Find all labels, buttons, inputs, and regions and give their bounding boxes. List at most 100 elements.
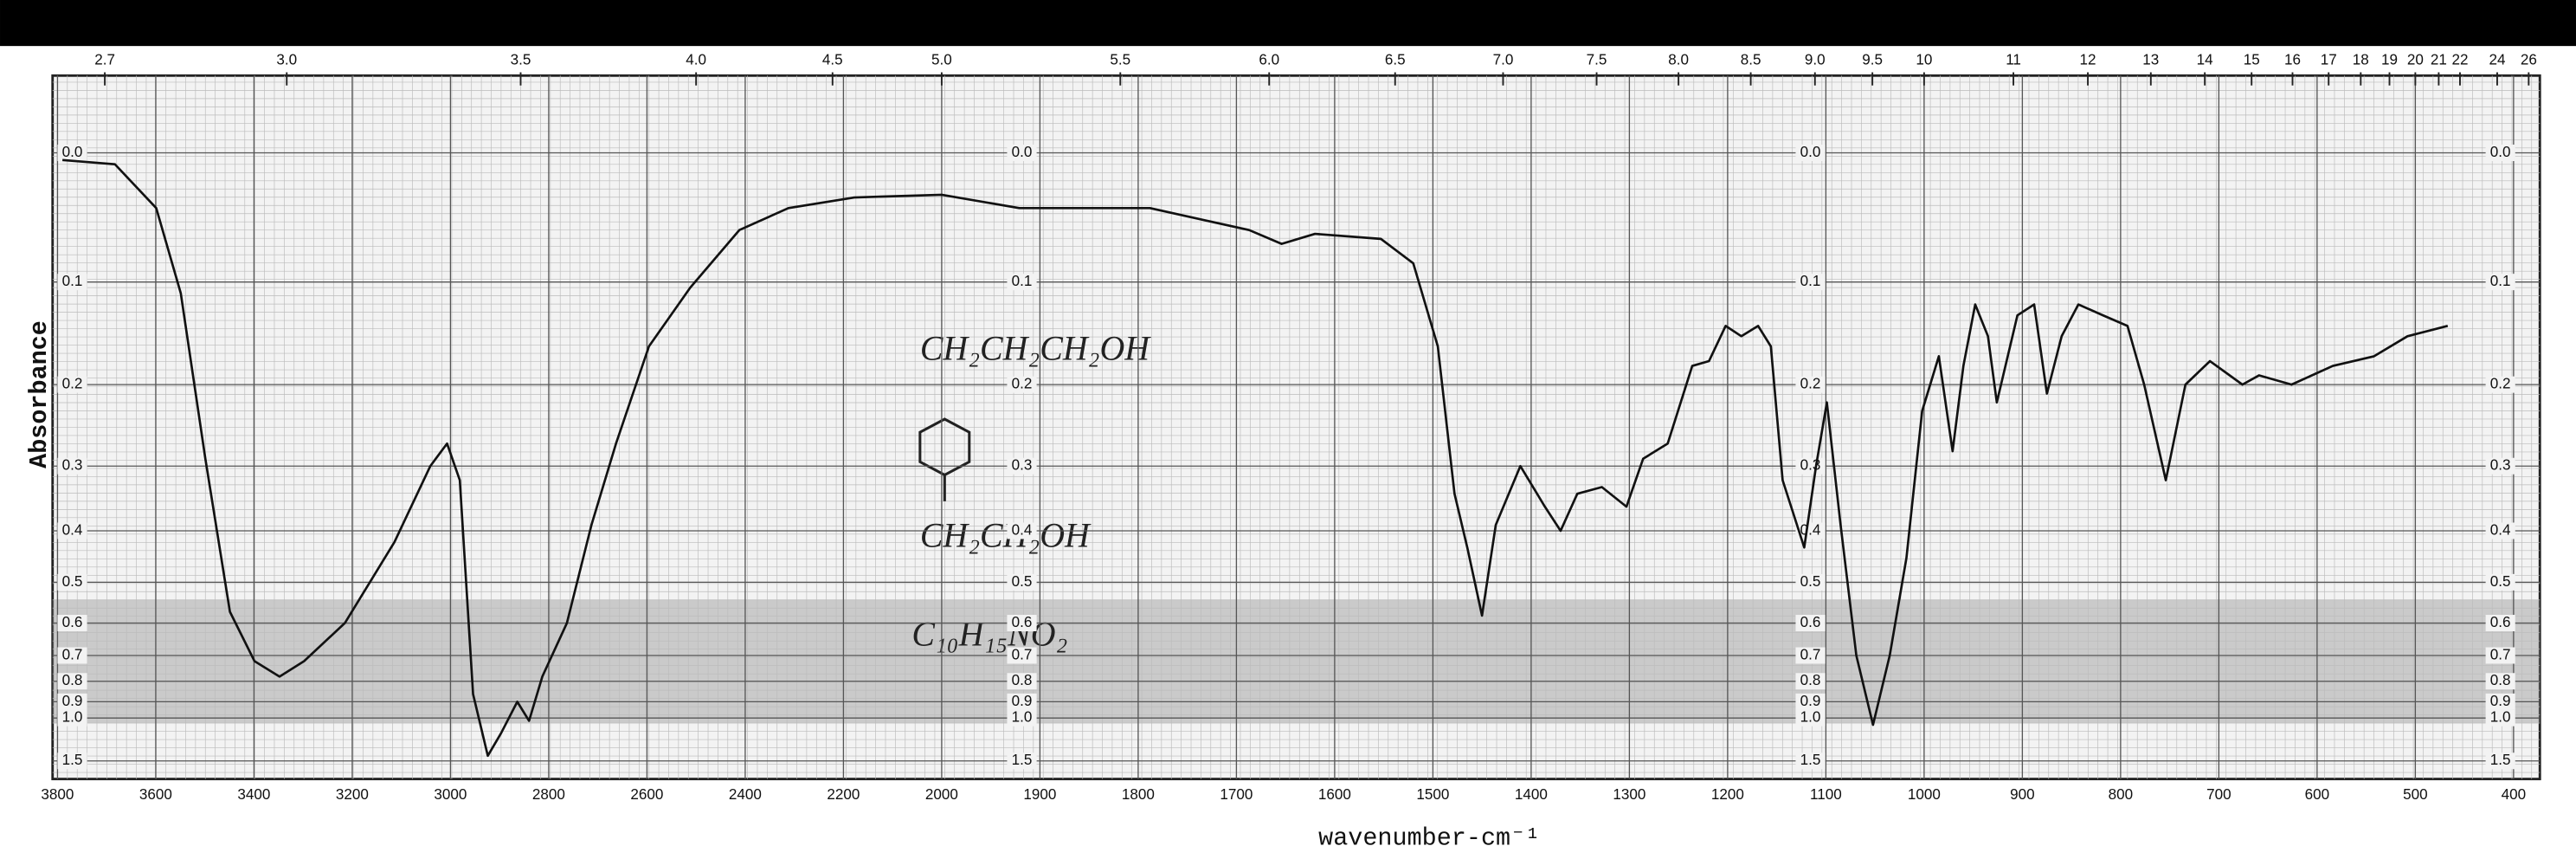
x2-tick-label: 18: [2353, 52, 2369, 68]
tick-label-bg: [1007, 145, 1037, 161]
x2-tick-label: 3.5: [511, 52, 531, 68]
x-tick-label: 2200: [827, 786, 860, 803]
tick-label-bg: [1795, 376, 1826, 393]
tick-label-bg: [2485, 709, 2515, 727]
x-tick-label: 1600: [1318, 786, 1351, 803]
x2-tick-label: 6.0: [1259, 52, 1279, 68]
tick-label-bg: [2485, 376, 2515, 393]
y-tick-label: 0.6: [62, 614, 83, 630]
x2-tick-label: 5.5: [1110, 52, 1130, 68]
y-tick-label: 0.7: [62, 647, 83, 663]
tick-label-bg: [57, 457, 87, 475]
y-tick-label: 1.0: [1012, 709, 1033, 726]
y-tick-label: 0.3: [2490, 457, 2511, 474]
tick-label-bg: [57, 274, 87, 291]
x-tick-label: 1200: [1711, 786, 1744, 803]
y-tick-label: 0.0: [1800, 144, 1821, 160]
tick-label-bg: [2485, 457, 2515, 475]
x2-tick-label: 6.5: [1385, 52, 1406, 68]
x2-tick-label: 20: [2407, 52, 2424, 68]
tick-label-bg: [1795, 673, 1826, 690]
y-tick-label: 0.9: [62, 693, 83, 709]
y-tick-label: 1.0: [1800, 709, 1821, 726]
x-tick-label: 1300: [1613, 786, 1645, 803]
x2-tick-label: 13: [2142, 52, 2159, 68]
x2-tick-label: 5.0: [931, 52, 952, 68]
tick-label-bg: [1007, 615, 1037, 632]
tick-label-bg: [1007, 573, 1037, 591]
top-band: [0, 0, 2576, 47]
y-tick-label: 1.5: [62, 752, 83, 768]
x2-tick-label: 26: [2521, 52, 2537, 68]
x-tick-label: 3800: [41, 786, 74, 803]
x2-tick-label: 7.5: [1587, 52, 1607, 68]
tick-label-bg: [1795, 709, 1826, 727]
x-tick-label: 900: [2010, 786, 2035, 803]
x2-tick-label: 24: [2489, 52, 2505, 68]
x2-tick-label: 10: [1916, 52, 1932, 68]
tick-label-bg: [2485, 693, 2515, 710]
y-tick-label: 0.0: [1012, 144, 1033, 160]
y-tick-label: 0.5: [2490, 573, 2511, 590]
tick-label-bg: [57, 647, 87, 664]
tick-label-bg: [1007, 673, 1037, 690]
x2-tick-label: 2.7: [94, 52, 115, 68]
x-tick-label: 700: [2206, 786, 2231, 803]
tick-label-bg: [2485, 573, 2515, 591]
x2-tick-label: 8.0: [1668, 52, 1689, 68]
tick-label-bg: [2485, 145, 2515, 161]
y-tick-label: 0.0: [62, 144, 83, 160]
x-tick-label: 1400: [1515, 786, 1548, 803]
tick-label-bg: [1795, 752, 1826, 770]
y-tick-label: 0.1: [1800, 273, 1821, 289]
tick-label-bg: [1007, 457, 1037, 475]
y-tick-label: 0.5: [1012, 573, 1033, 590]
tick-label-bg: [1795, 274, 1826, 291]
spectrum-line: [62, 158, 2449, 758]
tick-label-bg: [1007, 647, 1037, 664]
x-tick-label: 400: [2502, 786, 2527, 803]
tick-label-bg: [1795, 145, 1826, 161]
y-tick-label: 0.2: [2490, 376, 2511, 392]
y-tick-label: 0.7: [2490, 647, 2511, 663]
x2-tick-label: 4.5: [822, 52, 843, 68]
tick-label-bg: [2485, 274, 2515, 291]
x-axis-label: wavenumber-cm⁻¹: [1318, 823, 1540, 852]
tick-label-bg: [1795, 573, 1826, 591]
y-tick-label: 0.7: [1012, 647, 1033, 663]
x-tick-label: 3600: [139, 786, 172, 803]
x2-tick-label: 21: [2431, 52, 2447, 68]
annotation: CH₂CH₂CH₂OH: [920, 328, 1151, 367]
x2-tick-label: 19: [2381, 52, 2398, 68]
y-tick-label: 1.5: [2490, 752, 2511, 768]
x-tick-label: 3200: [336, 786, 369, 803]
tick-label-bg: [1007, 376, 1037, 393]
x2-tick-label: 11: [2006, 52, 2021, 68]
tick-label-bg: [2485, 522, 2515, 539]
tick-label-bg: [2485, 752, 2515, 770]
y-tick-label: 0.3: [1012, 457, 1033, 474]
x2-tick-label: 9.5: [1862, 52, 1883, 68]
x-tick-label: 600: [2305, 786, 2330, 803]
y-tick-label: 0.4: [1012, 522, 1033, 539]
tick-label-bg: [1007, 709, 1037, 727]
tick-label-bg: [1795, 693, 1826, 710]
tick-label-bg: [1795, 522, 1826, 539]
x-tick-label: 1900: [1023, 786, 1056, 803]
y-tick-label: 0.9: [2490, 693, 2511, 709]
y-tick-label: 0.6: [1012, 614, 1033, 630]
x2-tick-label: 8.5: [1741, 52, 1761, 68]
y-tick-label: 0.0: [2490, 144, 2511, 160]
y-tick-label: 0.8: [2490, 672, 2511, 688]
tick-label-bg: [57, 522, 87, 539]
x-tick-label: 1500: [1416, 786, 1449, 803]
y-tick-label: 0.9: [1012, 693, 1033, 709]
x2-tick-label: 17: [2321, 52, 2337, 68]
tick-label-bg: [2485, 647, 2515, 664]
minor-grid: [52, 75, 2541, 779]
y-tick-label: 0.1: [1012, 273, 1033, 289]
x2-tick-label: 15: [2244, 52, 2260, 68]
y-tick-label: 0.3: [62, 457, 83, 474]
tick-label-bg: [2485, 615, 2515, 632]
